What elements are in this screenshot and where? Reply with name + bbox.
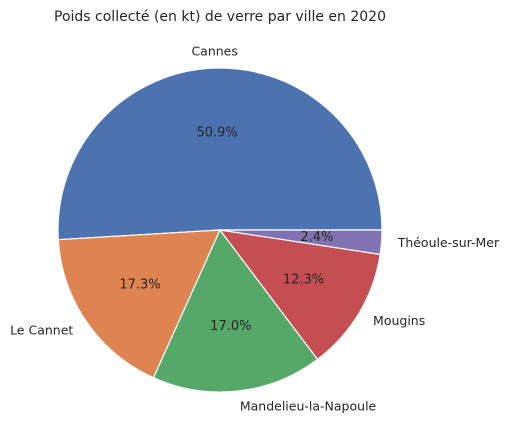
category-label-theoule-sur-mer: Théoule-sur-Mer [397, 235, 500, 250]
category-label-le-cannet: Le Cannet [10, 323, 73, 338]
pie-slice-mougins [218, 229, 381, 361]
category-label-mandelieu-la-napoule: Mandelieu-la-Napoule [240, 399, 377, 414]
category-label-cannes: Cannes [191, 43, 237, 58]
pie-slice-cannes [57, 67, 383, 241]
percent-label-theoule-sur-mer: 2.4% [300, 230, 333, 245]
percent-label-cannes: 50.9% [196, 125, 237, 140]
pie-slice-theoule-sur-mer [219, 229, 383, 256]
pie-labels: Cannes 50.9% Le Cannet 17.3% Mandelieu-la-Na… [10, 43, 500, 413]
pie-slices [57, 67, 383, 393]
chart-title: Poids collecté (en kt) de verre par vill… [54, 9, 386, 25]
pie-slice-mandelieu-la-napoule [152, 228, 319, 393]
percent-label-le-cannet: 17.3% [119, 278, 160, 293]
percent-label-mandelieu-la-napoule: 17.0% [210, 319, 251, 334]
pie-slice-le-cannet [57, 229, 221, 379]
percent-label-mougins: 12.3% [283, 272, 324, 287]
category-label-mougins: Mougins [373, 313, 425, 328]
